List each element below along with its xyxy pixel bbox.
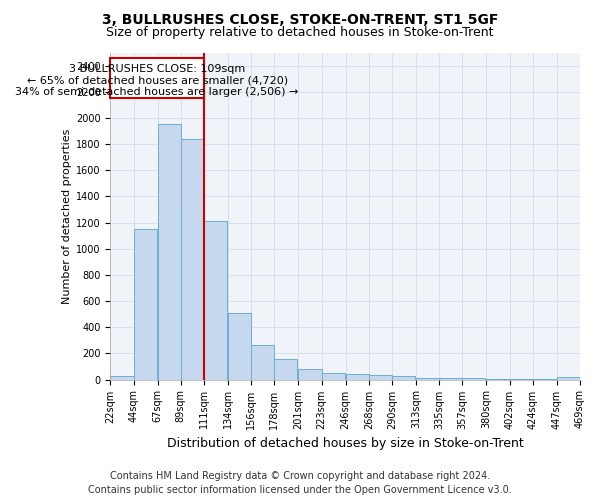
Bar — [274, 360, 298, 380]
Bar — [110, 58, 204, 98]
Text: Contains HM Land Registry data © Crown copyright and database right 2024.
Contai: Contains HM Land Registry data © Crown c… — [88, 471, 512, 495]
Text: 3, BULLRUSHES CLOSE, STOKE-ON-TRENT, ST1 5GF: 3, BULLRUSHES CLOSE, STOKE-ON-TRENT, ST1… — [102, 12, 498, 26]
Bar — [557, 377, 580, 380]
Bar — [204, 222, 227, 380]
Bar — [251, 345, 274, 380]
Bar — [158, 124, 181, 380]
Bar — [228, 313, 251, 380]
Text: 34% of semi-detached houses are larger (2,506) →: 34% of semi-detached houses are larger (… — [16, 87, 299, 97]
Text: ← 65% of detached houses are smaller (4,720): ← 65% of detached houses are smaller (4,… — [26, 76, 288, 86]
Bar — [134, 229, 157, 380]
Bar — [322, 373, 344, 380]
Bar — [439, 378, 463, 380]
Text: 3 BULLRUSHES CLOSE: 109sqm: 3 BULLRUSHES CLOSE: 109sqm — [69, 64, 245, 74]
Bar — [346, 374, 369, 380]
X-axis label: Distribution of detached houses by size in Stoke-on-Trent: Distribution of detached houses by size … — [167, 437, 524, 450]
Bar — [509, 379, 533, 380]
Bar — [298, 369, 322, 380]
Bar — [416, 378, 439, 380]
Bar — [369, 375, 392, 380]
Text: Size of property relative to detached houses in Stoke-on-Trent: Size of property relative to detached ho… — [106, 26, 494, 39]
Y-axis label: Number of detached properties: Number of detached properties — [62, 128, 72, 304]
Bar — [533, 379, 556, 380]
Bar — [110, 376, 134, 380]
Bar — [181, 139, 204, 380]
Bar — [463, 378, 485, 380]
Bar — [487, 378, 509, 380]
Bar — [392, 376, 415, 380]
